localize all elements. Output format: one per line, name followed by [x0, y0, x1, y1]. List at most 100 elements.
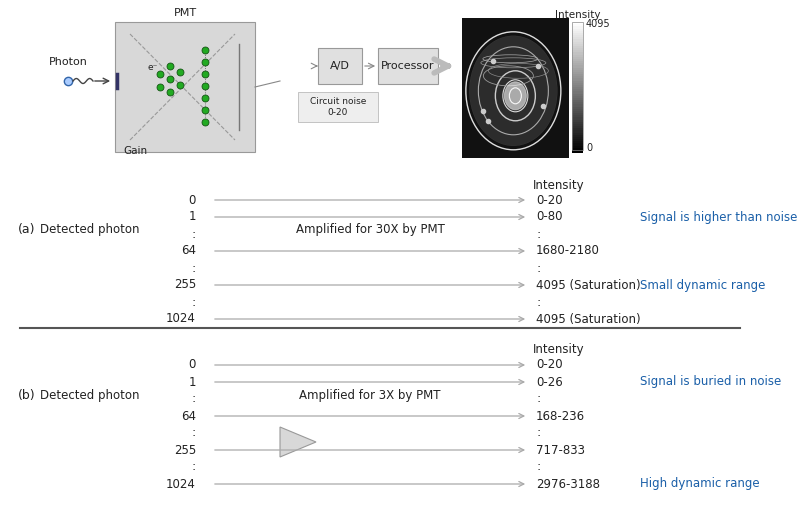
Bar — [572, 146, 583, 149]
Bar — [572, 107, 583, 109]
Bar — [298, 92, 378, 122]
Text: 1: 1 — [189, 376, 196, 389]
Text: 0-80: 0-80 — [536, 210, 562, 223]
Bar — [572, 150, 583, 153]
Bar — [572, 54, 583, 57]
Text: :: : — [192, 392, 196, 405]
Text: Circuit noise
0-20: Circuit noise 0-20 — [310, 97, 366, 117]
Bar — [572, 111, 583, 113]
Text: Processor: Processor — [382, 61, 434, 71]
Text: 1024: 1024 — [166, 313, 196, 325]
Bar — [572, 78, 583, 81]
Bar — [572, 141, 583, 144]
Bar — [572, 126, 583, 129]
Text: 0-26: 0-26 — [536, 376, 562, 389]
Text: :: : — [192, 426, 196, 439]
Text: 717-833: 717-833 — [536, 444, 585, 457]
Text: 0: 0 — [189, 194, 196, 207]
Text: e⁻: e⁻ — [148, 63, 158, 72]
Ellipse shape — [470, 36, 558, 146]
Bar — [572, 143, 583, 146]
Bar — [572, 98, 583, 100]
Text: :: : — [536, 295, 540, 309]
Text: PMT: PMT — [174, 8, 197, 18]
Bar — [572, 113, 583, 116]
Text: Amplified for 3X by PMT: Amplified for 3X by PMT — [299, 389, 441, 402]
Polygon shape — [280, 427, 316, 457]
Bar — [572, 35, 583, 38]
Text: 0: 0 — [189, 358, 196, 371]
Bar — [572, 128, 583, 131]
Bar — [572, 70, 583, 72]
Bar — [572, 31, 583, 33]
Text: :: : — [192, 295, 196, 309]
Text: 4095 (Saturation): 4095 (Saturation) — [536, 313, 641, 325]
Bar — [572, 122, 583, 124]
Bar — [572, 22, 583, 150]
Bar — [572, 124, 583, 127]
Bar — [572, 72, 583, 75]
Bar — [572, 148, 583, 151]
Bar — [572, 96, 583, 98]
Text: 4095: 4095 — [586, 19, 610, 29]
Bar — [378, 48, 438, 84]
Bar — [572, 67, 583, 70]
Text: 0-20: 0-20 — [536, 358, 562, 371]
Text: Gain: Gain — [123, 146, 147, 156]
Text: (a): (a) — [18, 223, 35, 236]
Bar — [572, 61, 583, 64]
Text: 1024: 1024 — [166, 477, 196, 491]
Text: 64: 64 — [181, 410, 196, 423]
Bar — [572, 87, 583, 90]
Text: High dynamic range: High dynamic range — [640, 477, 760, 491]
Bar — [572, 81, 583, 83]
Bar — [572, 59, 583, 62]
Bar — [572, 24, 583, 27]
Bar — [462, 18, 569, 158]
Bar — [572, 65, 583, 68]
Text: 255: 255 — [174, 279, 196, 291]
Bar — [572, 118, 583, 120]
Bar — [572, 33, 583, 36]
Text: Intensity: Intensity — [533, 178, 585, 191]
Text: Intensity: Intensity — [554, 10, 600, 20]
Bar — [572, 100, 583, 103]
Bar — [572, 105, 583, 107]
Text: 1: 1 — [189, 210, 196, 223]
Bar — [572, 37, 583, 40]
Bar — [572, 135, 583, 138]
Ellipse shape — [504, 82, 526, 110]
Text: :: : — [536, 262, 540, 275]
Bar — [572, 76, 583, 79]
Text: A/D: A/D — [330, 61, 350, 71]
Text: Detected photon: Detected photon — [40, 223, 139, 236]
Text: 0: 0 — [586, 143, 592, 153]
Text: 2976-3188: 2976-3188 — [536, 477, 600, 491]
Bar — [572, 83, 583, 85]
Text: :: : — [536, 392, 540, 405]
Bar — [572, 115, 583, 118]
Bar — [572, 120, 583, 122]
Text: :: : — [536, 426, 540, 439]
Text: Photon: Photon — [49, 57, 87, 67]
Text: (b): (b) — [18, 389, 36, 402]
Text: :: : — [192, 228, 196, 241]
Bar — [572, 94, 583, 96]
Text: :: : — [192, 460, 196, 473]
Text: Amplified for 30X by PMT: Amplified for 30X by PMT — [295, 223, 445, 236]
Bar — [572, 22, 583, 25]
Text: :: : — [536, 228, 540, 241]
Bar — [115, 22, 255, 152]
Text: 255: 255 — [174, 444, 196, 457]
Bar — [572, 89, 583, 92]
Text: Intensity: Intensity — [533, 344, 585, 357]
Bar — [572, 29, 583, 31]
Bar — [572, 139, 583, 142]
Bar — [572, 92, 583, 94]
Bar — [572, 85, 583, 87]
Bar — [572, 41, 583, 44]
Text: :: : — [536, 460, 540, 473]
Text: 1680-2180: 1680-2180 — [536, 244, 600, 257]
Text: Signal is higher than noise: Signal is higher than noise — [640, 210, 798, 223]
Bar — [572, 50, 583, 53]
